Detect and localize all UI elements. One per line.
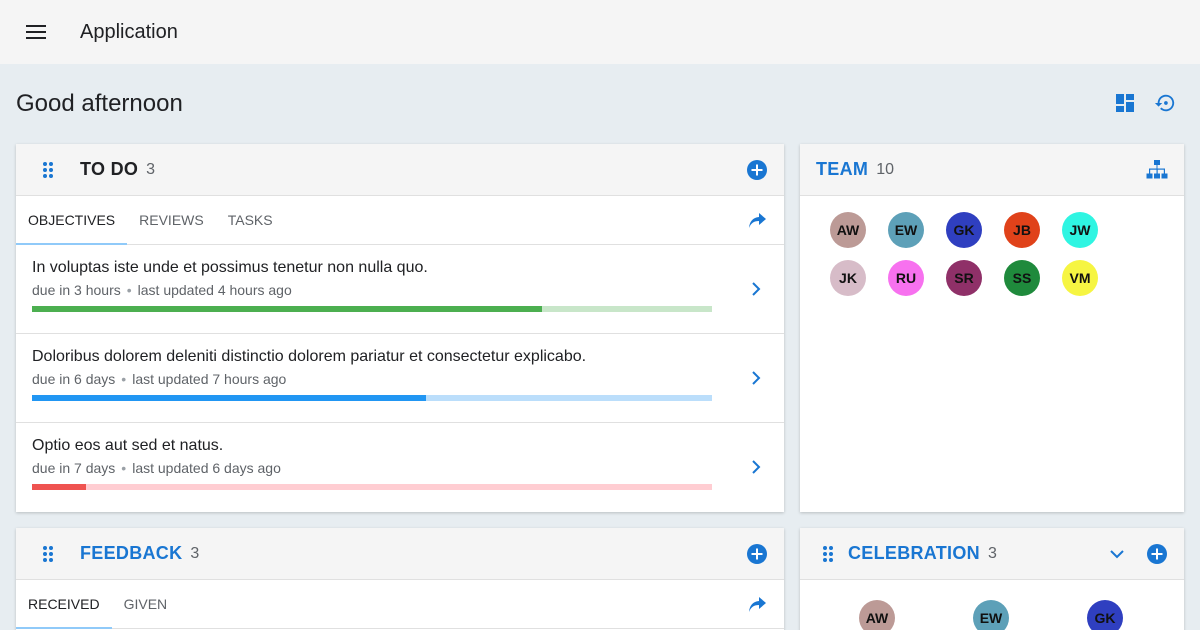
task-due: due in 6 days: [32, 371, 116, 387]
menu-icon[interactable]: [16, 12, 56, 52]
page-title: Good afternoon: [16, 90, 183, 117]
progress-bar: [32, 395, 712, 401]
app-title: Application: [80, 20, 178, 43]
progress-fill: [32, 395, 427, 401]
add-feedback-icon[interactable]: [744, 541, 770, 567]
list-item[interactable]: Optio eos aut sed et natus. due in 7 day…: [16, 423, 784, 512]
task-updated: last updated 6 days ago: [132, 460, 281, 476]
avatar[interactable]: EW: [888, 212, 924, 248]
drag-handle-icon[interactable]: [36, 542, 60, 566]
restore-history-icon[interactable]: [1152, 90, 1178, 116]
feedback-tabs: RECEIVED GIVEN: [16, 580, 784, 629]
task-due: due in 3 hours: [32, 282, 121, 298]
share-icon[interactable]: [744, 208, 770, 234]
tab-objectives[interactable]: OBJECTIVES: [16, 196, 128, 245]
avatar[interactable]: VM: [1062, 260, 1098, 296]
celebration-avatars: AW EW GK: [800, 580, 1184, 630]
team-card: TEAM 10 AW EW GK JB JW JK RU SR SS VM: [800, 144, 1184, 512]
task-updated: last updated 4 hours ago: [137, 282, 292, 298]
avatar[interactable]: AW: [859, 600, 895, 630]
progress-bar: [32, 484, 712, 490]
tab-given[interactable]: GIVEN: [123, 596, 168, 612]
todo-tabs: OBJECTIVES REVIEWS TASKS: [16, 196, 784, 245]
avatar[interactable]: EW: [973, 600, 1009, 630]
feedback-card: FEEDBACK 3 RECEIVED GIVEN: [16, 528, 784, 630]
todo-title: TO DO: [80, 159, 139, 179]
celebration-card-header: CELEBRATION 3: [800, 528, 1184, 580]
separator-dot: •: [121, 371, 127, 387]
chevron-right-icon[interactable]: [744, 366, 768, 390]
separator-dot: •: [121, 460, 127, 476]
list-item[interactable]: Doloribus dolorem deleniti distinctio do…: [16, 334, 784, 423]
todo-list: In voluptas iste unde et possimus tenetu…: [16, 245, 784, 512]
task-title: Doloribus dolorem deleniti distinctio do…: [32, 348, 587, 365]
share-icon[interactable]: [744, 592, 770, 618]
add-todo-icon[interactable]: [744, 157, 770, 183]
avatar[interactable]: AW: [830, 212, 866, 248]
chevron-down-icon[interactable]: [1104, 541, 1130, 567]
team-card-header: TEAM 10: [800, 144, 1184, 196]
app-bar: Application: [0, 0, 1200, 64]
team-title[interactable]: TEAM: [816, 159, 869, 179]
add-celebration-icon[interactable]: [1144, 541, 1170, 567]
team-count: 10: [876, 160, 894, 178]
tab-reviews[interactable]: REVIEWS: [139, 212, 204, 228]
todo-card-header: TO DO 3: [16, 144, 784, 196]
task-meta: due in 6 days • last updated 7 hours ago: [32, 371, 784, 387]
dashboard-layout-icon[interactable]: [1112, 90, 1138, 116]
page-actions: [1112, 90, 1178, 116]
celebration-title[interactable]: CELEBRATION: [848, 543, 980, 563]
drag-handle-icon[interactable]: [36, 158, 60, 182]
task-meta: due in 7 days • last updated 6 days ago: [32, 460, 784, 476]
drag-handle-icon[interactable]: [816, 542, 840, 566]
avatar[interactable]: JB: [1004, 212, 1040, 248]
celebration-count: 3: [987, 544, 997, 562]
feedback-title[interactable]: FEEDBACK: [80, 543, 183, 563]
team-avatars: AW EW GK JB JW JK RU SR SS VM: [800, 196, 1184, 296]
progress-fill: [32, 306, 542, 312]
avatar[interactable]: JW: [1062, 212, 1098, 248]
task-title: Optio eos aut sed et natus.: [32, 437, 224, 454]
separator-dot: •: [126, 282, 132, 298]
progress-bar: [32, 306, 712, 312]
avatar[interactable]: GK: [946, 212, 982, 248]
avatar[interactable]: JK: [830, 260, 866, 296]
avatar[interactable]: SR: [946, 260, 982, 296]
tab-received[interactable]: RECEIVED: [16, 580, 112, 629]
avatar[interactable]: RU: [888, 260, 924, 296]
task-meta: due in 3 hours • last updated 4 hours ago: [32, 282, 784, 298]
feedback-card-header: FEEDBACK 3: [16, 528, 784, 580]
avatar[interactable]: GK: [1087, 600, 1123, 630]
task-due: due in 7 days: [32, 460, 116, 476]
list-item[interactable]: In voluptas iste unde et possimus tenetu…: [16, 245, 784, 334]
feedback-count: 3: [190, 544, 200, 562]
task-title: In voluptas iste unde et possimus tenetu…: [32, 259, 428, 276]
progress-fill: [32, 484, 87, 490]
org-chart-icon[interactable]: [1144, 157, 1170, 183]
todo-count: 3: [146, 160, 156, 178]
chevron-right-icon[interactable]: [744, 277, 768, 301]
chevron-right-icon[interactable]: [744, 455, 768, 479]
celebration-card: CELEBRATION 3 AW EW GK: [800, 528, 1184, 630]
task-updated: last updated 7 hours ago: [132, 371, 287, 387]
avatar[interactable]: SS: [1004, 260, 1040, 296]
tab-tasks[interactable]: TASKS: [227, 212, 273, 228]
todo-card: TO DO 3 OBJECTIVES REVIEWS TASKS In volu…: [16, 144, 784, 512]
